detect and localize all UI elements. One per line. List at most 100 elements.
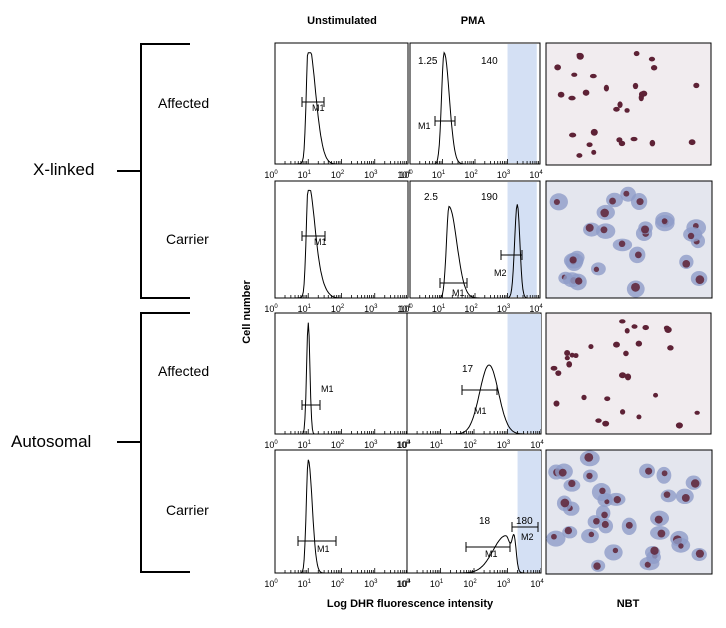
gate-label: M2 xyxy=(521,532,534,542)
row-label-xlinked-affected: Affected xyxy=(158,95,210,111)
nbt-cell xyxy=(586,142,593,148)
nbt-cell-nucleus xyxy=(612,547,619,554)
nbt-cell xyxy=(569,132,577,138)
nbt-cell xyxy=(564,350,571,357)
nbt-cell xyxy=(649,139,656,147)
axis-tick-exponent: 3 xyxy=(507,579,511,585)
axis-tick-label: 100 xyxy=(396,579,410,589)
axis-tick-label: 102 xyxy=(331,440,345,450)
nbt-cell-nucleus xyxy=(600,208,609,218)
axis-tick-label: 102 xyxy=(464,304,478,314)
axis-tick-label: 101 xyxy=(298,579,312,589)
nbt-cell-nucleus xyxy=(560,498,570,508)
axis-tick-label: 103 xyxy=(497,440,511,450)
nbt-cell xyxy=(638,94,644,102)
nbt-cell-nucleus xyxy=(678,543,684,549)
gate-label: M1 xyxy=(312,103,325,113)
nbt-cell-nucleus xyxy=(586,472,593,480)
axis-tick-exponent: 0 xyxy=(274,304,278,310)
nbt-cell-nucleus xyxy=(553,198,560,206)
axis-tick-label: 102 xyxy=(331,304,345,314)
gate-label: M1 xyxy=(474,406,487,416)
axis-tick-label: 104 xyxy=(529,304,543,314)
nbt-cell xyxy=(576,153,583,158)
axis-tick-label: 104 xyxy=(529,170,543,180)
axis-tick-exponent: 3 xyxy=(507,440,511,446)
nbt-cell xyxy=(630,136,638,142)
axis-tick-exponent: 0 xyxy=(406,440,410,446)
nbt-cell-nucleus xyxy=(593,266,600,273)
axis-tick-label: 103 xyxy=(497,579,511,589)
nbt-cell xyxy=(664,326,672,333)
axis-tick-label: 100 xyxy=(399,170,413,180)
x-axis-label: Log DHR fluorescence intensity xyxy=(326,598,494,610)
axis-tick-label: 103 xyxy=(364,304,378,314)
axis-tick-exponent: 0 xyxy=(409,304,413,310)
axis-tick-label: 104 xyxy=(397,304,411,314)
nbt-cell-nucleus xyxy=(585,223,594,232)
nbt-cell-nucleus xyxy=(661,470,668,477)
axis-tick-exponent: 4 xyxy=(407,440,411,446)
axis-tick-label: 104 xyxy=(530,440,544,450)
pma-value: 2.5 xyxy=(424,192,438,203)
row-label-xlinked-carrier: Carrier xyxy=(166,231,209,247)
nbt-cell xyxy=(553,400,560,407)
nbt-cell xyxy=(604,544,623,561)
nbt-cell xyxy=(603,84,609,92)
nbt-cell-nucleus xyxy=(641,225,650,234)
column-header-nbt: NBT xyxy=(616,598,640,610)
axis-tick-label: 104 xyxy=(397,579,411,589)
nbt-cell xyxy=(623,350,629,357)
axis-tick-exponent: 1 xyxy=(440,440,444,446)
axis-tick-exponent: 4 xyxy=(539,170,543,176)
nbt-cell xyxy=(554,64,561,71)
axis-tick-label: 101 xyxy=(298,304,312,314)
axis-tick-label: 100 xyxy=(399,304,413,314)
nbt-cell xyxy=(568,95,576,101)
group-label-x-linked: X-linked xyxy=(33,160,95,179)
column-header-pma: PMA xyxy=(460,15,486,27)
axis-tick-exponent: 4 xyxy=(407,579,411,585)
nbt-cell-nucleus xyxy=(568,479,576,488)
nbt-cell-nucleus xyxy=(657,529,666,538)
nbt-cell-nucleus xyxy=(604,499,610,505)
axis-tick-exponent: 2 xyxy=(473,579,477,585)
nbt-cell xyxy=(602,420,610,427)
axis-tick-exponent: 3 xyxy=(374,304,378,310)
pma-value: 180 xyxy=(516,516,533,527)
nbt-cell xyxy=(582,89,590,96)
axis-tick-exponent: 1 xyxy=(308,170,312,176)
axis-tick-exponent: 2 xyxy=(474,304,478,310)
axis-tick-exponent: 3 xyxy=(507,170,511,176)
axis-tick-label: 102 xyxy=(331,579,345,589)
nbt-cell xyxy=(632,82,639,90)
nbt-cell xyxy=(675,422,683,429)
axis-tick-exponent: 4 xyxy=(407,170,411,176)
axis-tick-exponent: 2 xyxy=(474,170,478,176)
nbt-cell xyxy=(550,365,558,371)
nbt-cell-nucleus xyxy=(634,251,642,259)
nbt-cell-nucleus xyxy=(644,561,651,568)
axis-tick-label: 102 xyxy=(331,170,345,180)
nbt-cell-nucleus xyxy=(681,493,690,502)
nbt-cell-nucleus xyxy=(618,240,626,248)
nbt-cell-nucleus xyxy=(599,487,606,495)
nbt-cell-nucleus xyxy=(690,479,700,488)
nbt-cell xyxy=(618,372,627,379)
nbt-cell xyxy=(653,392,659,398)
axis-tick-label: 103 xyxy=(364,170,378,180)
axis-tick-exponent: 1 xyxy=(442,170,446,176)
axis-tick-label: 100 xyxy=(264,304,278,314)
nbt-cell xyxy=(635,340,643,347)
gate-label: M1 xyxy=(418,121,431,131)
axis-tick-exponent: 2 xyxy=(341,304,345,310)
axis-tick-label: 101 xyxy=(430,440,444,450)
axis-tick-label: 103 xyxy=(497,304,511,314)
nbt-cell-nucleus xyxy=(601,520,609,528)
nbt-cell xyxy=(642,325,649,331)
nbt-cell xyxy=(591,149,597,155)
nbt-cell-nucleus xyxy=(609,197,616,205)
nbt-cell-nucleus xyxy=(645,467,653,475)
row-label-autosomal-affected: Affected xyxy=(158,363,210,379)
